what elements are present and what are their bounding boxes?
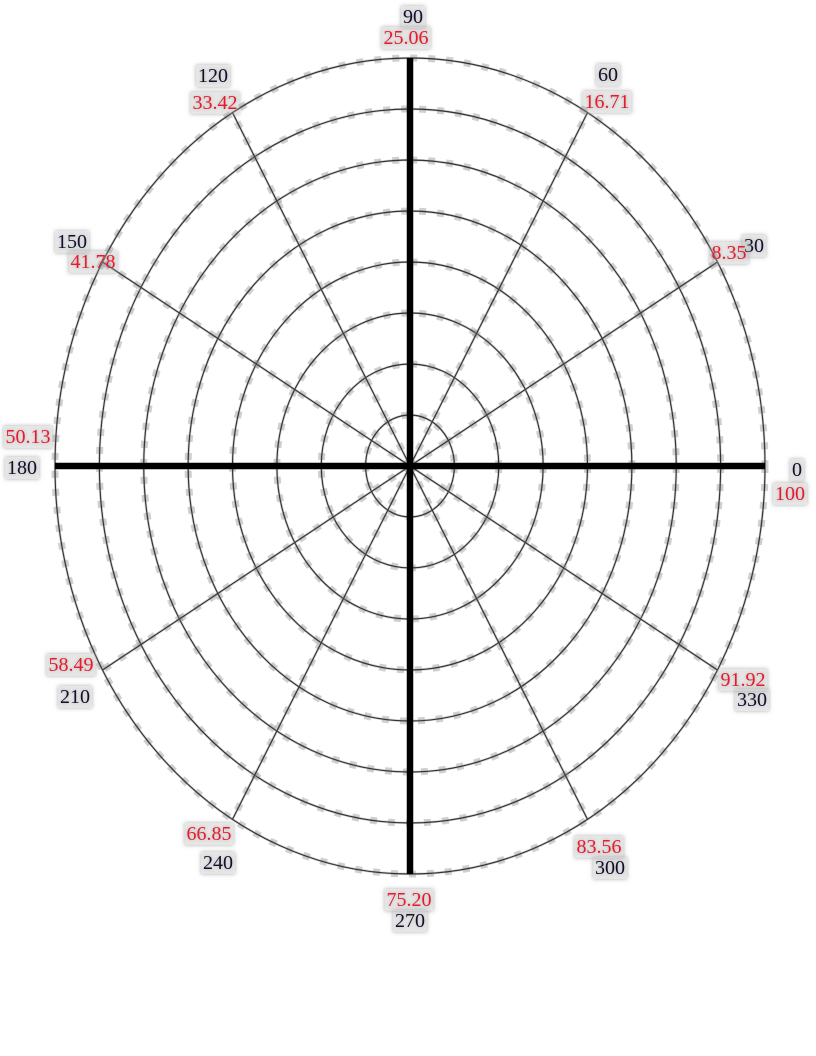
grid-spoke [102, 261, 411, 467]
grid-spoke [409, 465, 718, 671]
value-label-270: 75.20 [384, 889, 434, 911]
value-label-210: 58.49 [46, 654, 96, 676]
value-label-330: 91.92 [718, 669, 768, 691]
angle-label-180: 180 [5, 457, 39, 479]
angle-label-240: 240 [201, 852, 235, 874]
angle-label-150: 150 [55, 231, 89, 253]
angle-label-30: 30 [742, 235, 766, 257]
grid-spoke [231, 465, 411, 820]
grid-spoke [409, 112, 589, 467]
value-label-60: 16.71 [582, 91, 632, 113]
value-label-150: 41.78 [68, 251, 118, 273]
value-label-120: 33.42 [190, 92, 240, 114]
angle-label-120: 120 [196, 65, 230, 87]
grid-spoke [102, 465, 411, 671]
value-label-90: 25.06 [381, 27, 431, 49]
angle-label-300: 300 [593, 857, 627, 879]
grid-spoke [409, 465, 589, 820]
angle-label-270: 270 [393, 910, 427, 932]
angle-label-90: 90 [401, 6, 425, 28]
value-label-30: 8.35 [709, 242, 749, 264]
angle-label-60: 60 [596, 64, 620, 86]
value-label-180: 50.13 [3, 426, 53, 448]
value-label-0: 100 [773, 483, 807, 505]
value-label-240: 66.85 [184, 823, 234, 845]
grid-spoke [409, 261, 718, 467]
angle-label-0: 0 [790, 459, 804, 481]
angle-label-330: 330 [735, 689, 769, 711]
grid-spoke [231, 112, 411, 467]
angle-label-210: 210 [58, 686, 92, 708]
value-label-300: 83.56 [574, 836, 624, 858]
